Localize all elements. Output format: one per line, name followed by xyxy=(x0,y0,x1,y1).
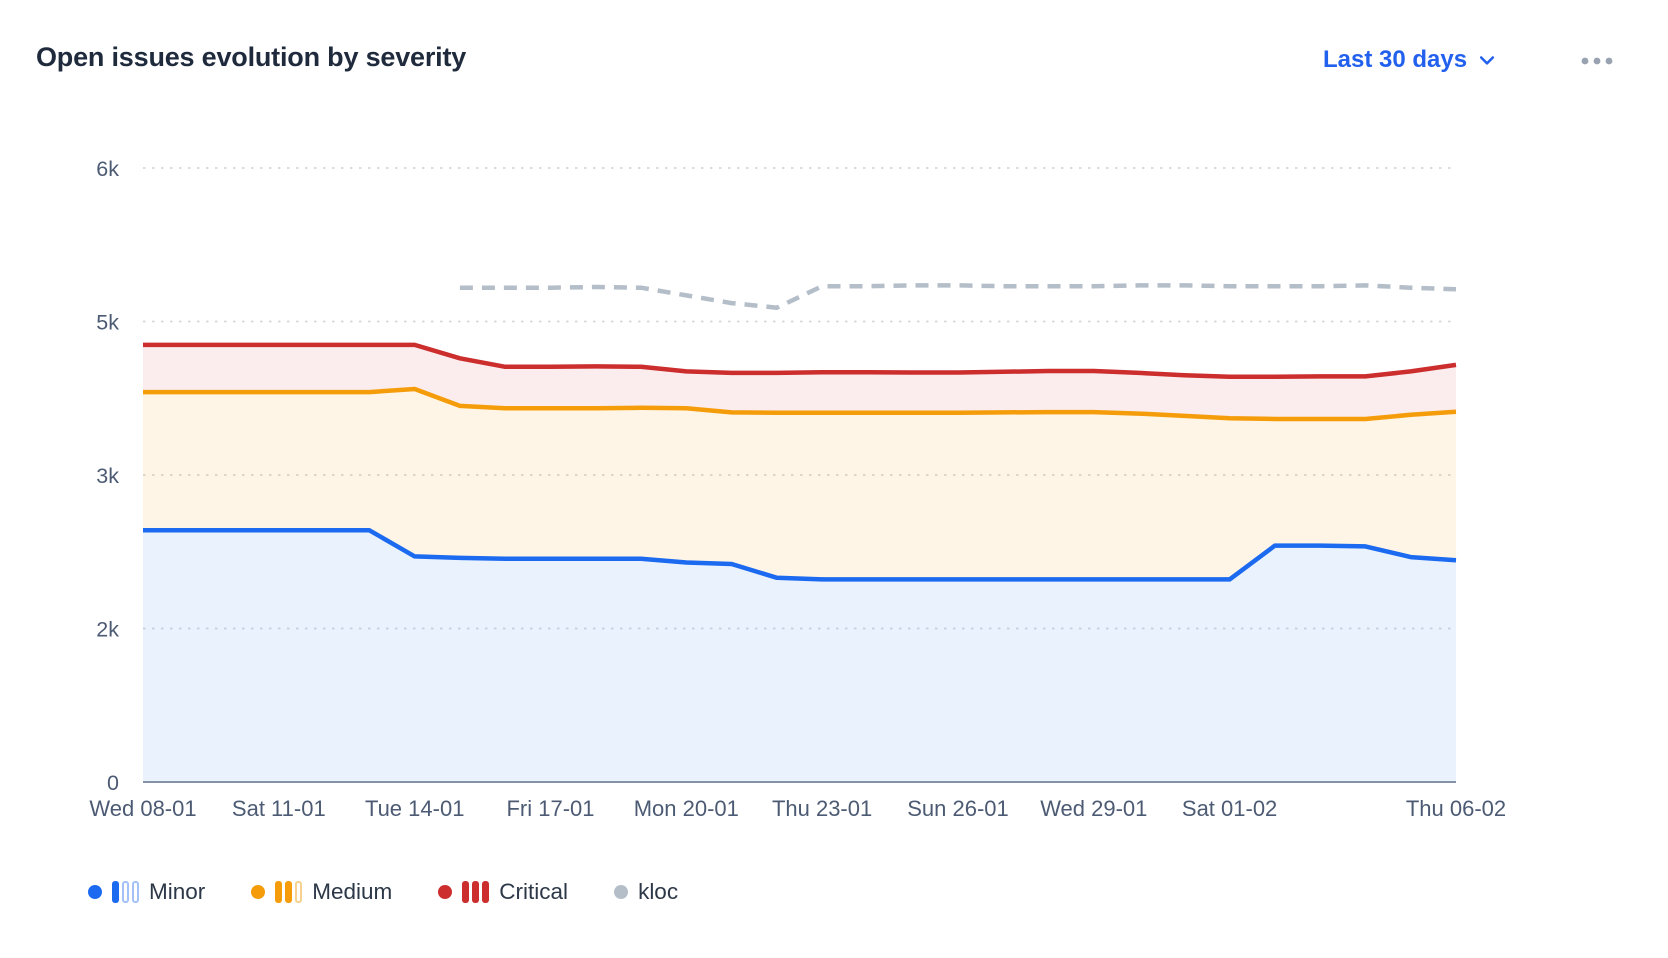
x-axis-tick-label: Sun 26-01 xyxy=(907,796,1009,821)
legend-item-critical[interactable]: Critical xyxy=(438,880,568,904)
chart-legend: Minor Medium Critical kloc xyxy=(88,880,678,904)
minor-area xyxy=(143,530,1456,782)
x-axis-labels: Wed 08-01 Sat 11-01 Tue 14-01 Fri 17-01 Mon … xyxy=(89,796,1506,821)
medium-line xyxy=(143,386,1457,422)
legend-label: Critical xyxy=(499,878,569,904)
y-axis-tick-label: 3k xyxy=(96,464,119,488)
date-range-label: Last 30 days xyxy=(1323,46,1468,73)
more-options-button[interactable] xyxy=(1576,52,1620,70)
y-axis-tick-label: 0 xyxy=(107,771,119,795)
legend-item-medium[interactable]: Medium xyxy=(251,880,392,904)
medium-dot-icon xyxy=(251,885,266,899)
kloc-dot-icon xyxy=(614,885,629,899)
x-axis-tick-label: Wed 08-01 xyxy=(89,796,196,821)
medium-area xyxy=(143,389,1456,580)
chevron-down-icon xyxy=(1477,50,1497,70)
y-axis-labels: 0 2k 3k 5k 6k xyxy=(96,157,119,795)
severity-minor-icon xyxy=(112,880,139,904)
y-axis-tick-label: 5k xyxy=(96,311,119,335)
minor-dot-icon xyxy=(88,885,102,899)
x-axis-tick-label: Thu 23-01 xyxy=(772,796,872,821)
critical-dot-icon xyxy=(438,885,453,899)
critical-line xyxy=(143,342,1457,380)
x-axis-tick-label: Mon 20-01 xyxy=(634,796,739,821)
minor-line xyxy=(143,528,1457,582)
legend-label: kloc xyxy=(638,878,679,904)
date-range-selector[interactable]: Last 30 days xyxy=(1323,46,1497,74)
chart-area[interactable]: 0 2k 3k 5k 6k Wed 08-01 Sat 11-01 Tue 14-01 Fri … xyxy=(0,0,1668,840)
x-axis-tick-label: Fri 17-01 xyxy=(506,796,594,821)
legend-label: Medium xyxy=(312,878,393,904)
kloc-line xyxy=(459,283,1457,310)
severity-medium-icon xyxy=(275,880,303,904)
x-axis-tick-label: Wed 29-01 xyxy=(1040,796,1147,821)
x-axis-tick-label: Thu 06-02 xyxy=(1406,796,1506,821)
issues-evolution-chart: 0 2k 3k 5k 6k Wed 08-01 Sat 11-01 Tue 14-01 Fri … xyxy=(89,157,1506,821)
x-axis-tick-label: Tue 14-01 xyxy=(365,796,464,821)
legend-item-kloc[interactable]: kloc xyxy=(614,878,679,904)
y-axis-tick-label: 6k xyxy=(96,157,119,181)
ellipsis-icon xyxy=(1580,54,1616,69)
x-axis-tick-label: Sat 01-02 xyxy=(1182,796,1277,821)
severity-critical-icon xyxy=(462,880,490,904)
critical-area xyxy=(143,344,1456,419)
legend-item-minor[interactable]: Minor xyxy=(88,880,205,904)
legend-label: Minor xyxy=(149,878,206,904)
page-title: Open issues evolution by severity xyxy=(36,42,467,72)
x-axis-tick-label: Sat 11-01 xyxy=(232,796,326,821)
y-axis-tick-label: 2k xyxy=(96,618,119,642)
